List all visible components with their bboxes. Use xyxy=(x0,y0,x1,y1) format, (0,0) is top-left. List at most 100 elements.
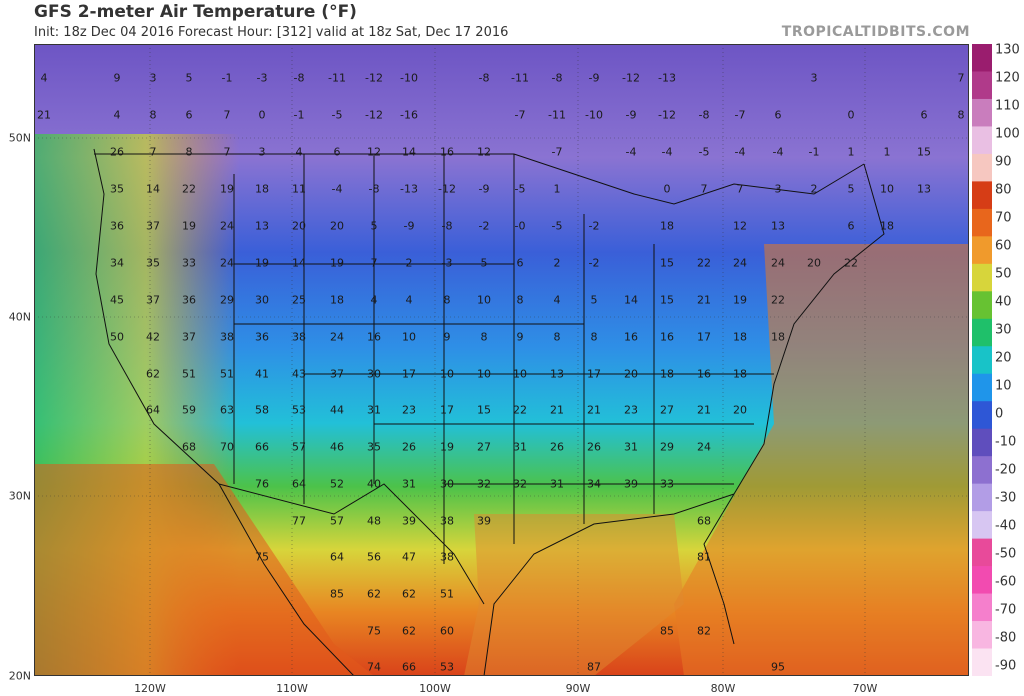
temp-value: 2 xyxy=(810,182,818,196)
temp-value: 9 xyxy=(113,71,121,85)
temp-value: 53 xyxy=(292,403,306,417)
temp-value: 15 xyxy=(917,145,931,159)
colorbar-segment xyxy=(972,263,992,292)
temp-value: 47 xyxy=(402,550,416,564)
temp-value: 19 xyxy=(733,293,747,307)
temp-value: -4 xyxy=(772,145,784,159)
colorbar-label: -30 xyxy=(995,490,1017,506)
gulf-coastline xyxy=(483,493,735,676)
temp-value: 3 xyxy=(258,145,266,159)
lon-label-90w: 90W xyxy=(565,682,591,695)
temp-value: 6 xyxy=(185,108,193,122)
gulf-warm-region xyxy=(464,514,684,676)
temp-value: -8 xyxy=(551,71,563,85)
temp-value: 7 xyxy=(223,145,231,159)
temp-value: 31 xyxy=(550,477,564,491)
colorbar-segment xyxy=(972,538,992,567)
colorbar-segment xyxy=(972,44,992,72)
temp-value: 62 xyxy=(402,624,416,638)
temp-value: 4 xyxy=(553,293,561,307)
colorbar-segment xyxy=(972,511,992,540)
temp-value: -9 xyxy=(403,219,415,233)
temp-value: 41 xyxy=(255,367,269,381)
temp-value: 19 xyxy=(255,256,269,270)
temp-value: 18 xyxy=(733,330,747,344)
temp-value: 22 xyxy=(513,403,527,417)
temp-value: 23 xyxy=(624,403,638,417)
temp-value: 77 xyxy=(292,514,306,528)
brand-watermark: TROPICALTIDBITS.COM xyxy=(781,24,970,40)
boundaries xyxy=(93,148,885,676)
temp-value: 2 xyxy=(405,256,413,270)
temp-value: 14 xyxy=(292,256,306,270)
temp-value: 14 xyxy=(146,182,160,196)
colorbar-segment xyxy=(972,318,992,347)
temp-value: -11 xyxy=(511,71,529,85)
temp-value: 70 xyxy=(220,440,234,454)
temp-value: -9 xyxy=(588,71,600,85)
temp-value: 15 xyxy=(660,256,674,270)
colorbar-label: 0 xyxy=(995,406,1004,422)
temp-value: 19 xyxy=(182,219,196,233)
temp-value: 1 xyxy=(847,145,855,159)
temp-value: 6 xyxy=(920,108,928,122)
temp-value: 62 xyxy=(402,587,416,601)
temp-value: 18 xyxy=(733,367,747,381)
temp-value: 24 xyxy=(220,219,234,233)
colorbar-label: 130 xyxy=(995,42,1020,58)
temp-value: 20 xyxy=(624,367,638,381)
colorbar-segment xyxy=(972,648,992,676)
temp-value: -4 xyxy=(625,145,637,159)
temp-value: -12 xyxy=(658,108,676,122)
temp-value: 3 xyxy=(149,71,157,85)
temp-value: 0 xyxy=(258,108,266,122)
temp-value: 58 xyxy=(255,403,269,417)
temp-value: -3 xyxy=(441,256,453,270)
temp-value: 22 xyxy=(844,256,858,270)
temp-value: -13 xyxy=(400,182,418,196)
colorbar-label: -60 xyxy=(995,574,1017,590)
temp-value: 12 xyxy=(733,219,747,233)
colorbar-segment xyxy=(972,71,992,100)
colorbar-segment xyxy=(972,346,992,375)
colorbar-segment xyxy=(972,153,992,182)
temp-value: -2 xyxy=(588,256,600,270)
temp-value: 10 xyxy=(477,367,491,381)
temp-value: 16 xyxy=(624,330,638,344)
temp-value: 66 xyxy=(255,440,269,454)
temp-value: -8 xyxy=(293,71,305,85)
temp-value: 18 xyxy=(880,219,894,233)
temp-value: -7 xyxy=(734,108,746,122)
temp-value: 33 xyxy=(182,256,196,270)
temp-value: 26 xyxy=(110,145,124,159)
temp-value: 18 xyxy=(771,330,785,344)
temp-value: 10 xyxy=(513,367,527,381)
us-mexico-border xyxy=(218,483,485,605)
temp-value: 20 xyxy=(733,403,747,417)
colorbar-segment xyxy=(972,373,992,402)
colorbar-label: 40 xyxy=(995,294,1012,310)
temp-value: 30 xyxy=(440,477,454,491)
temp-value: 27 xyxy=(477,440,491,454)
temp-value: -8 xyxy=(441,219,453,233)
temp-value: 15 xyxy=(477,403,491,417)
temp-value: 64 xyxy=(330,550,344,564)
temp-value: 14 xyxy=(402,145,416,159)
temp-value: 14 xyxy=(624,293,638,307)
temp-value: 51 xyxy=(182,367,196,381)
temp-value: 5 xyxy=(590,293,598,307)
temp-value: 3 xyxy=(774,182,782,196)
colorbar-label: 90 xyxy=(995,154,1012,170)
temp-value: 29 xyxy=(660,440,674,454)
map-frame xyxy=(34,44,969,676)
map-subtitle: Init: 18z Dec 04 2016 Forecast Hour: [31… xyxy=(34,25,509,40)
colorbar-label: 120 xyxy=(995,70,1020,86)
colorbar-label: 110 xyxy=(995,98,1020,114)
temp-value: -9 xyxy=(625,108,637,122)
temp-value: 33 xyxy=(660,477,674,491)
lon-label-80w: 80W xyxy=(710,682,736,695)
temp-value: 22 xyxy=(771,293,785,307)
lat-label-30n: 30N xyxy=(8,489,31,503)
temp-value: 11 xyxy=(292,182,306,196)
temp-value: 45 xyxy=(110,293,124,307)
